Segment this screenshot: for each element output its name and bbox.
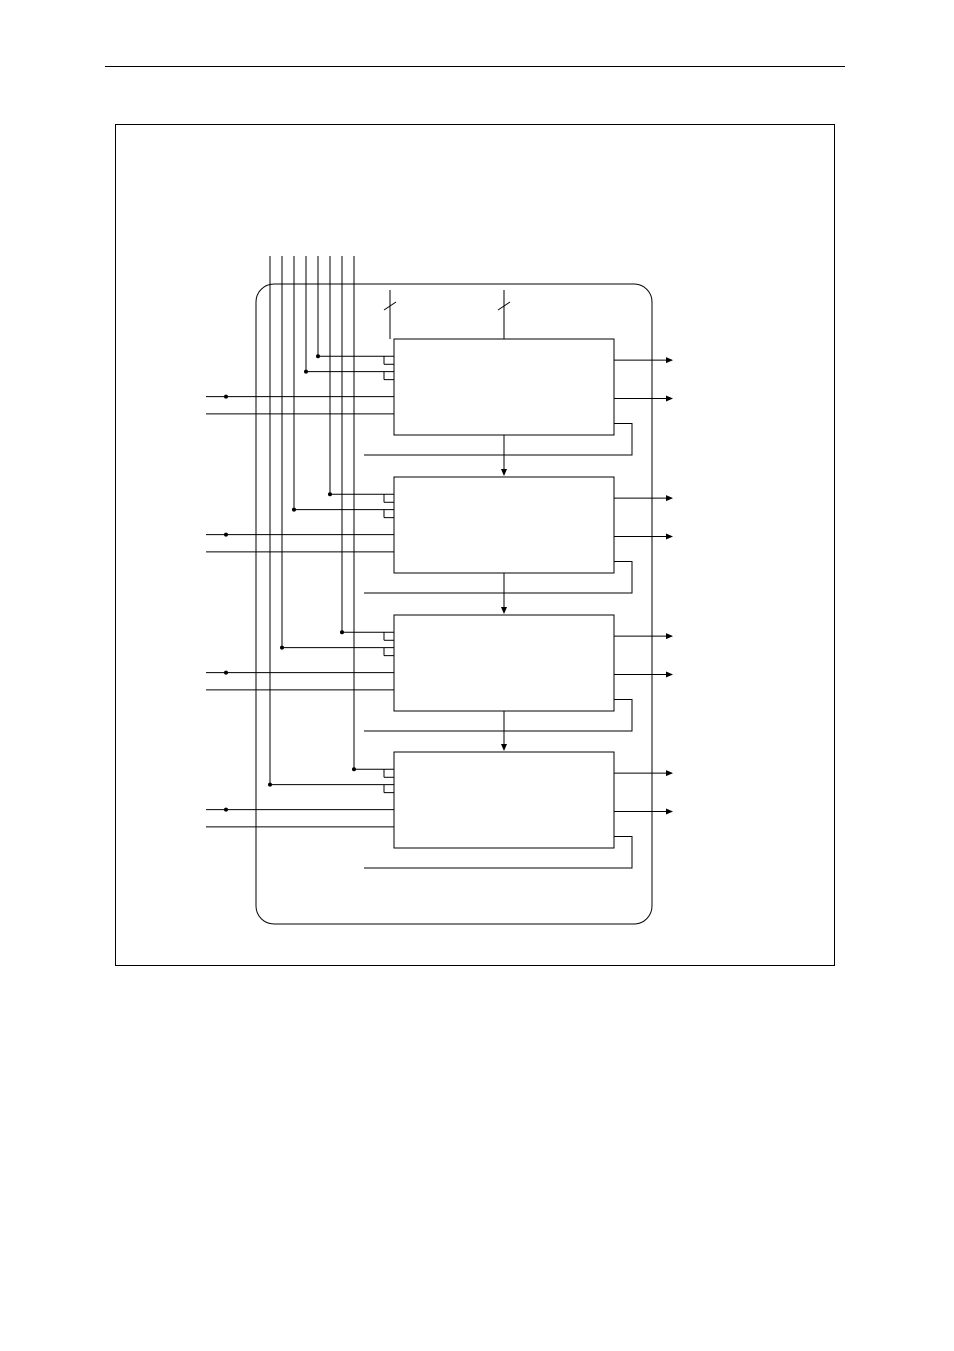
junction-dot	[304, 370, 308, 374]
junction-dot	[292, 508, 296, 512]
junction-dot	[224, 808, 228, 812]
junction-dot	[352, 767, 356, 771]
junction-dot	[316, 354, 320, 358]
block-4	[394, 752, 614, 848]
diagram-svg	[0, 0, 954, 1351]
junction-dot	[280, 646, 284, 650]
page	[0, 0, 954, 1351]
junction-dot	[340, 630, 344, 634]
junction-dot	[224, 533, 228, 537]
block-3	[394, 615, 614, 711]
block-1	[394, 339, 614, 435]
junction-dot	[224, 395, 228, 399]
junction-dot	[328, 492, 332, 496]
junction-dot	[268, 783, 272, 787]
block-2	[394, 477, 614, 573]
junction-dot	[224, 671, 228, 675]
